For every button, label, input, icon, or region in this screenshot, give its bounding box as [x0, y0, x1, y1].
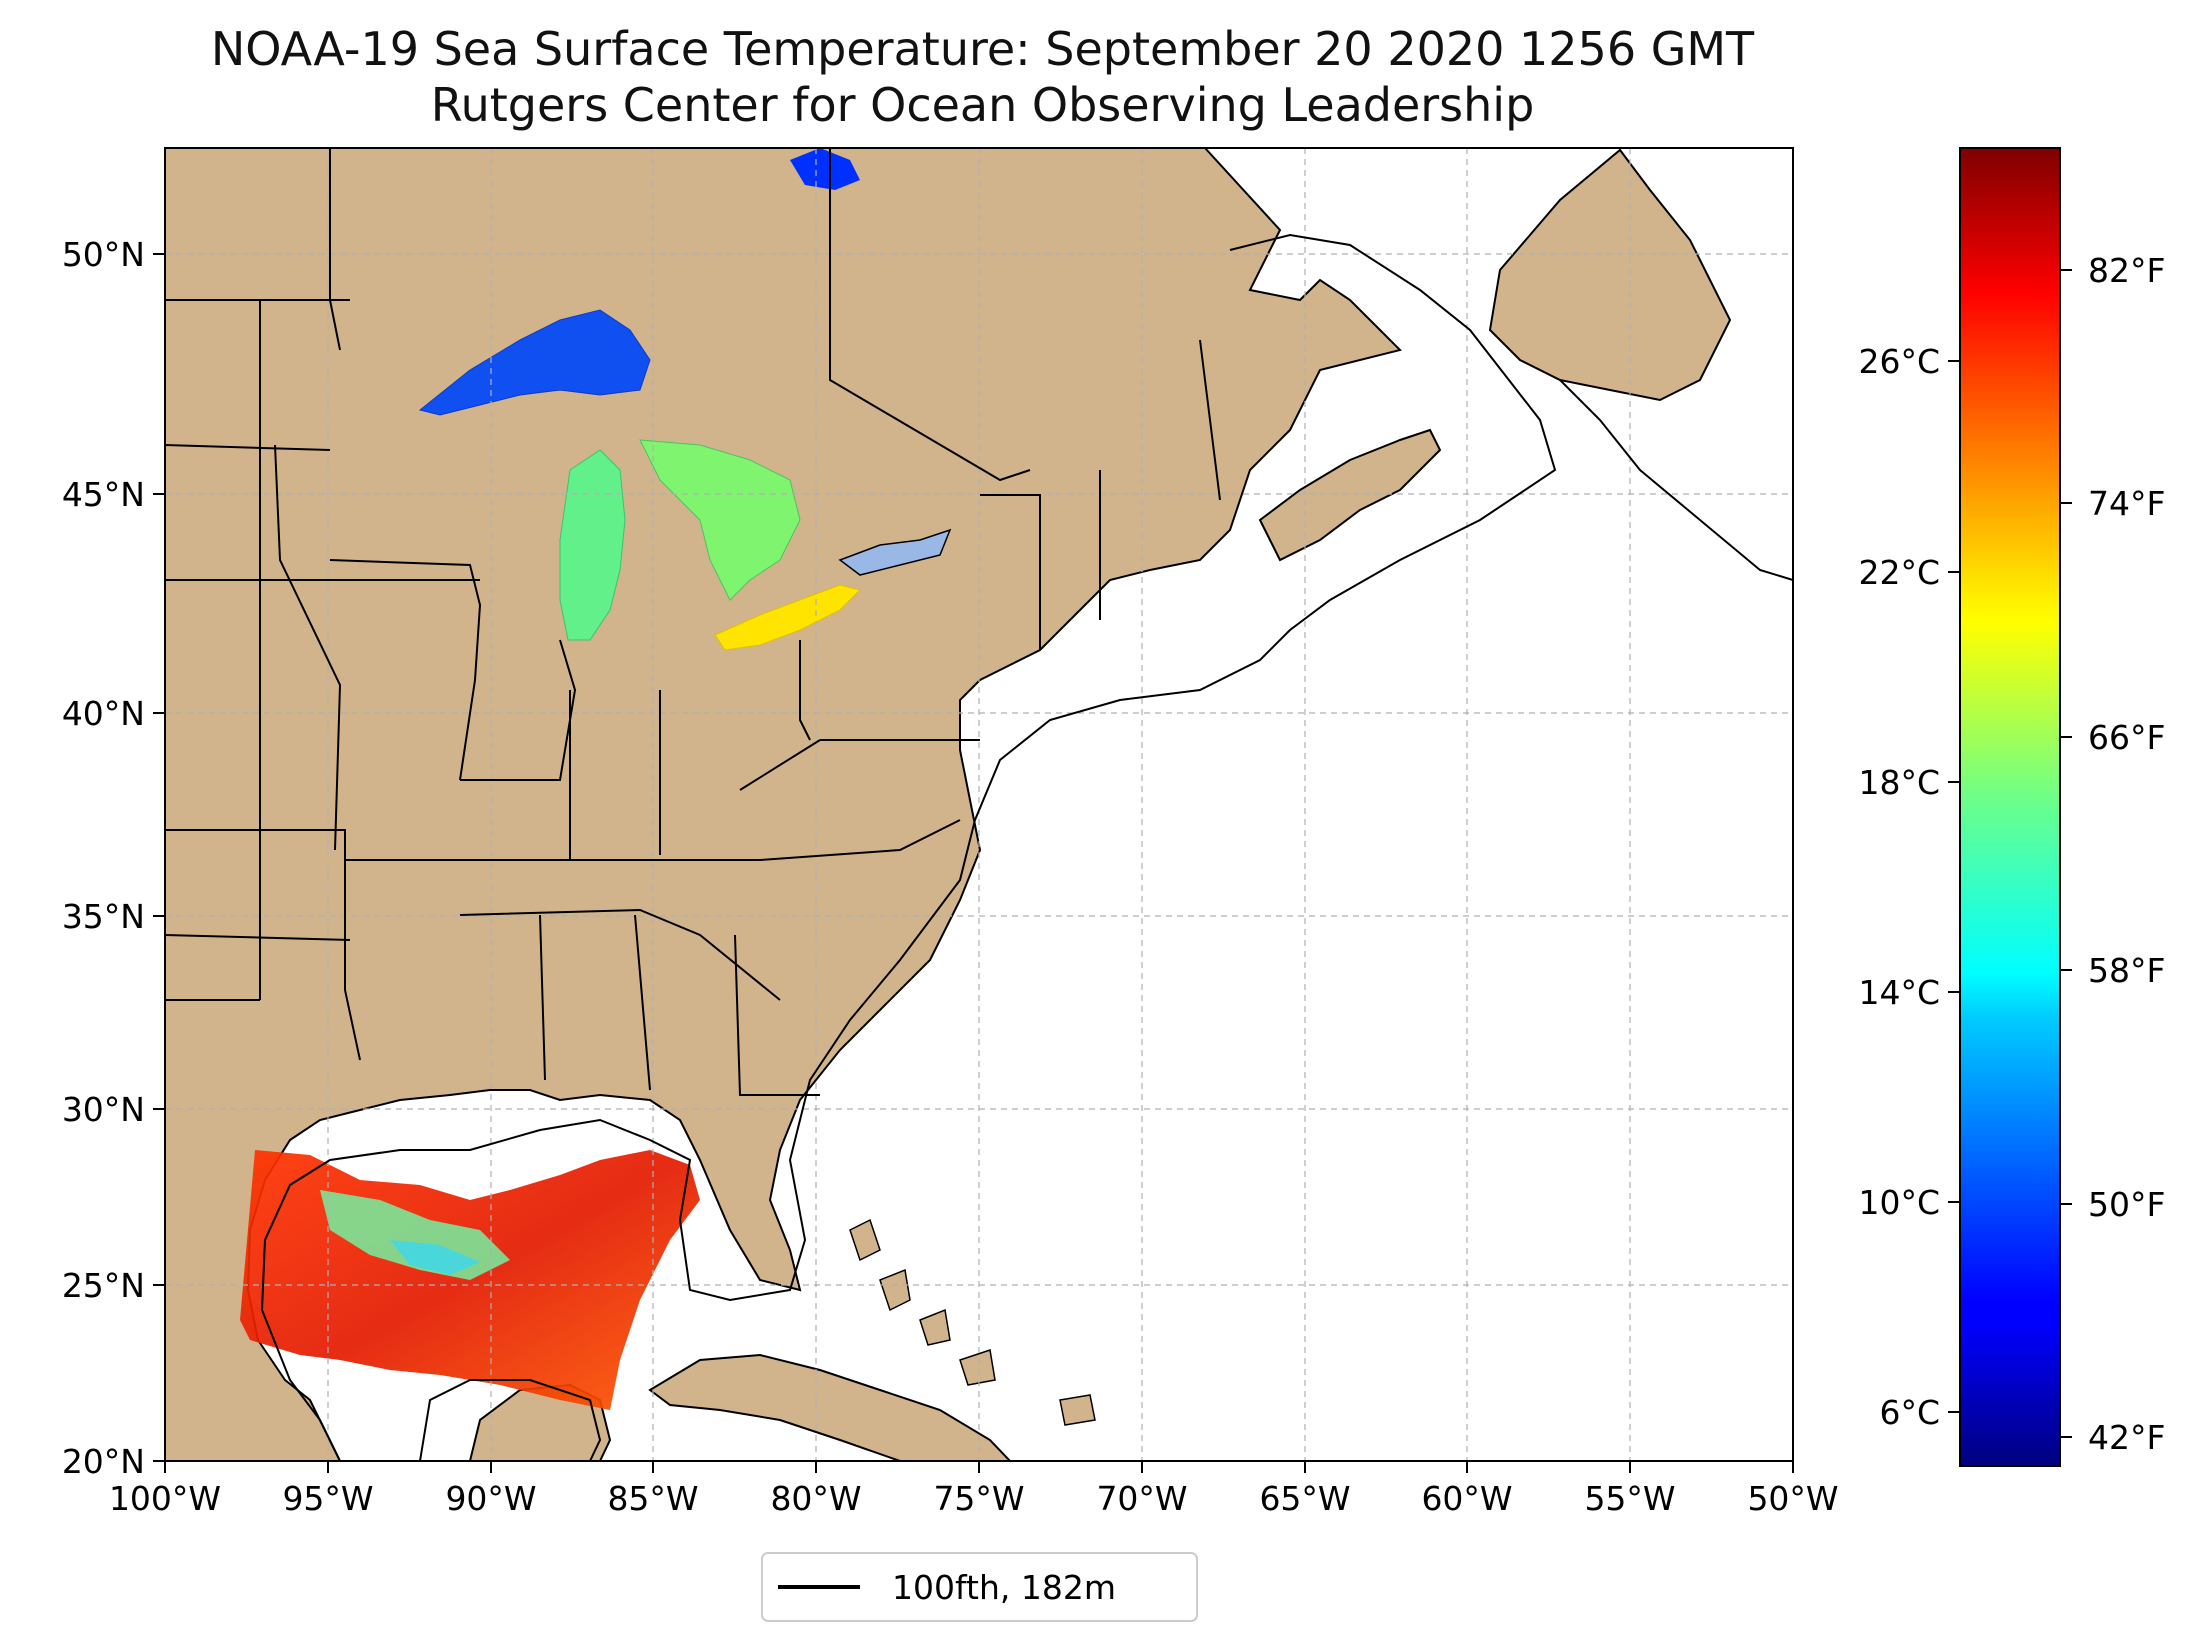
lat-tick-label: 35°N — [62, 897, 145, 936]
lon-tick-label: 100°W — [109, 1479, 221, 1518]
lon-tick-label: 90°W — [445, 1479, 536, 1518]
land-newfoundland — [1488, 148, 1732, 402]
isobath-100fth — [260, 233, 1557, 1461]
colorbar-gradient — [1959, 147, 2061, 1467]
lon-tick-label: 80°W — [770, 1479, 861, 1518]
state-boundaries — [165, 148, 1221, 1096]
legend-label: 100fth, 182m — [892, 1568, 1116, 1607]
lat-tick-label: 50°N — [62, 235, 145, 274]
colorbar-celsius-axis: 6°C 10°C 14°C 18°C 22°C 26°C — [1858, 342, 1960, 1432]
lon-tick-label: 95°W — [282, 1479, 373, 1518]
lake-erie-sst — [714, 584, 861, 651]
lat-tick-label: 30°N — [62, 1090, 145, 1129]
fahrenheit-tick-label: 82°F — [2088, 251, 2165, 290]
isobath-100fth-3 — [419, 1379, 602, 1461]
lat-tick-label: 45°N — [62, 475, 145, 514]
land-north-america — [165, 148, 1402, 1461]
lon-axis: 100°W 95°W 90°W 85°W 80°W 75°W 70°W 65°W… — [109, 1461, 1839, 1518]
land-bahamas — [849, 1218, 1096, 1426]
lake-michigan-sst — [559, 449, 626, 641]
lake-nipigon-sst — [790, 148, 860, 190]
legend-box — [761, 1552, 1198, 1622]
lon-tick-label: 85°W — [607, 1479, 698, 1518]
legend: 100fth, 182m — [761, 1552, 1198, 1622]
isobath-100fth-2 — [1559, 379, 1793, 581]
lat-tick-label: 25°N — [62, 1266, 145, 1305]
colorbar: 6°C 10°C 14°C 18°C 22°C 26°C 42°F 50°F 5… — [1858, 147, 2165, 1467]
fahrenheit-tick-label: 50°F — [2088, 1185, 2165, 1224]
lat-tick-label: 20°N — [62, 1442, 145, 1481]
lake-ontario-nodata — [838, 528, 952, 576]
celsius-tick-label: 10°C — [1858, 1183, 1940, 1222]
celsius-tick-label: 22°C — [1858, 553, 1940, 592]
lon-tick-label: 65°W — [1259, 1479, 1350, 1518]
lon-tick-label: 50°W — [1747, 1479, 1838, 1518]
fahrenheit-tick-label: 74°F — [2088, 484, 2165, 523]
lat-axis: 20°N 25°N 30°N 35°N 40°N 45°N 50°N — [62, 235, 165, 1481]
lon-tick-label: 75°W — [933, 1479, 1024, 1518]
lake-superior-sst — [418, 309, 651, 416]
celsius-tick-label: 14°C — [1858, 973, 1940, 1012]
celsius-tick-label: 26°C — [1858, 342, 1940, 381]
gulf-cool-patch-2 — [390, 1240, 480, 1275]
fahrenheit-tick-label: 58°F — [2088, 951, 2165, 990]
land-cuba — [648, 1353, 1012, 1461]
celsius-tick-label: 18°C — [1858, 763, 1940, 802]
lon-tick-label: 70°W — [1096, 1479, 1187, 1518]
lon-tick-label: 60°W — [1421, 1479, 1512, 1518]
page-title: NOAA-19 Sea Surface Temperature: Septemb… — [210, 22, 1755, 76]
fahrenheit-tick-label: 42°F — [2088, 1418, 2165, 1457]
colorbar-fahrenheit-axis: 42°F 50°F 58°F 66°F 74°F 82°F — [2060, 251, 2165, 1457]
map-gridlines — [165, 148, 1793, 1461]
celsius-tick-label: 6°C — [1879, 1393, 1940, 1432]
lon-tick-label: 55°W — [1584, 1479, 1675, 1518]
page-subtitle: Rutgers Center for Ocean Observing Leade… — [430, 78, 1535, 132]
lat-tick-label: 40°N — [62, 694, 145, 733]
lake-huron-sst — [639, 439, 801, 601]
fahrenheit-tick-label: 66°F — [2088, 718, 2165, 757]
